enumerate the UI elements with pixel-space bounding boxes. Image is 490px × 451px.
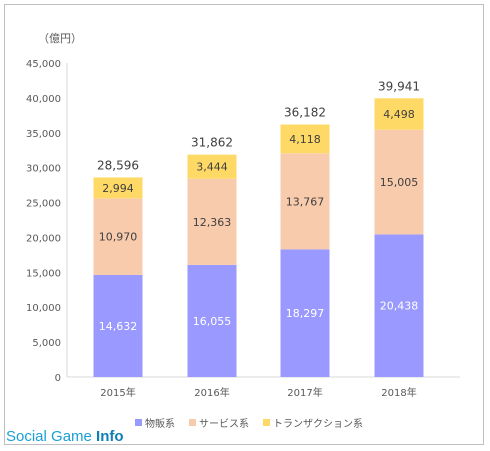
- y-tick-label: 10,000: [26, 303, 61, 314]
- x-tick-label: 2016年: [194, 386, 229, 399]
- data-label: 10,970: [99, 231, 138, 244]
- legend-label-transactions: トランザクション系: [273, 419, 363, 430]
- bar-segment: [187, 178, 237, 265]
- y-tick-label: 35,000: [26, 129, 61, 140]
- bar-segment: [187, 154, 237, 179]
- bar-segment: [374, 98, 424, 130]
- y-tick-label: 25,000: [26, 199, 61, 210]
- data-label: 14,632: [99, 320, 138, 333]
- data-label: 18,297: [286, 307, 325, 320]
- total-label: 31,862: [191, 136, 233, 150]
- y-tick-label: 5,000: [32, 338, 61, 349]
- bar-segment: [187, 264, 237, 377]
- bar-segment: [374, 234, 424, 377]
- y-tick-label: 0: [55, 373, 61, 384]
- x-tick-label: 2018年: [381, 386, 416, 399]
- watermark-bold-text: Info: [96, 428, 124, 445]
- legend-swatch-transactions: [263, 419, 270, 426]
- y-tick-label: 45,000: [26, 59, 61, 70]
- y-tick-label: 30,000: [26, 164, 61, 175]
- total-label: 28,596: [97, 158, 139, 172]
- data-label: 4,118: [289, 133, 321, 146]
- data-label: 12,363: [193, 216, 232, 229]
- legend-label-services: サービス系: [199, 419, 249, 430]
- data-label: 4,498: [383, 108, 415, 121]
- data-label: 15,005: [380, 176, 419, 189]
- legend-swatch-services: [189, 419, 196, 426]
- data-label: 3,444: [196, 161, 228, 174]
- chart-legend: 物販系 サービス系 トランザクション系: [135, 415, 363, 430]
- bar-segment: [374, 129, 424, 235]
- data-label: 20,438: [380, 300, 419, 313]
- bar-segment: [93, 274, 143, 377]
- bar-segment: [93, 177, 143, 199]
- legend-item-transactions: トランザクション系: [263, 415, 363, 430]
- y-tick-label: 40,000: [26, 94, 61, 105]
- y-axis-unit-label: （億円）: [38, 32, 82, 45]
- x-tick-label: 2015年: [100, 386, 135, 399]
- legend-item-goods: 物販系: [135, 415, 175, 430]
- bar-segment: [93, 198, 143, 275]
- site-watermark: Social Game Info: [6, 428, 124, 445]
- bar-segment: [280, 153, 330, 250]
- bar-segment: [280, 249, 330, 377]
- watermark-text: Social Game: [6, 428, 97, 445]
- legend-label-goods: 物販系: [145, 419, 175, 430]
- data-label: 2,994: [102, 182, 134, 195]
- y-tick-label: 15,000: [26, 268, 61, 279]
- data-label: 13,767: [286, 195, 325, 208]
- legend-swatch-goods: [135, 419, 142, 426]
- legend-item-services: サービス系: [189, 415, 249, 430]
- y-tick-label: 20,000: [26, 233, 61, 244]
- total-label: 36,182: [284, 106, 326, 120]
- x-tick-label: 2017年: [287, 386, 322, 399]
- bar-segment: [280, 124, 330, 154]
- total-label: 39,941: [378, 79, 420, 93]
- data-label: 16,055: [193, 315, 232, 328]
